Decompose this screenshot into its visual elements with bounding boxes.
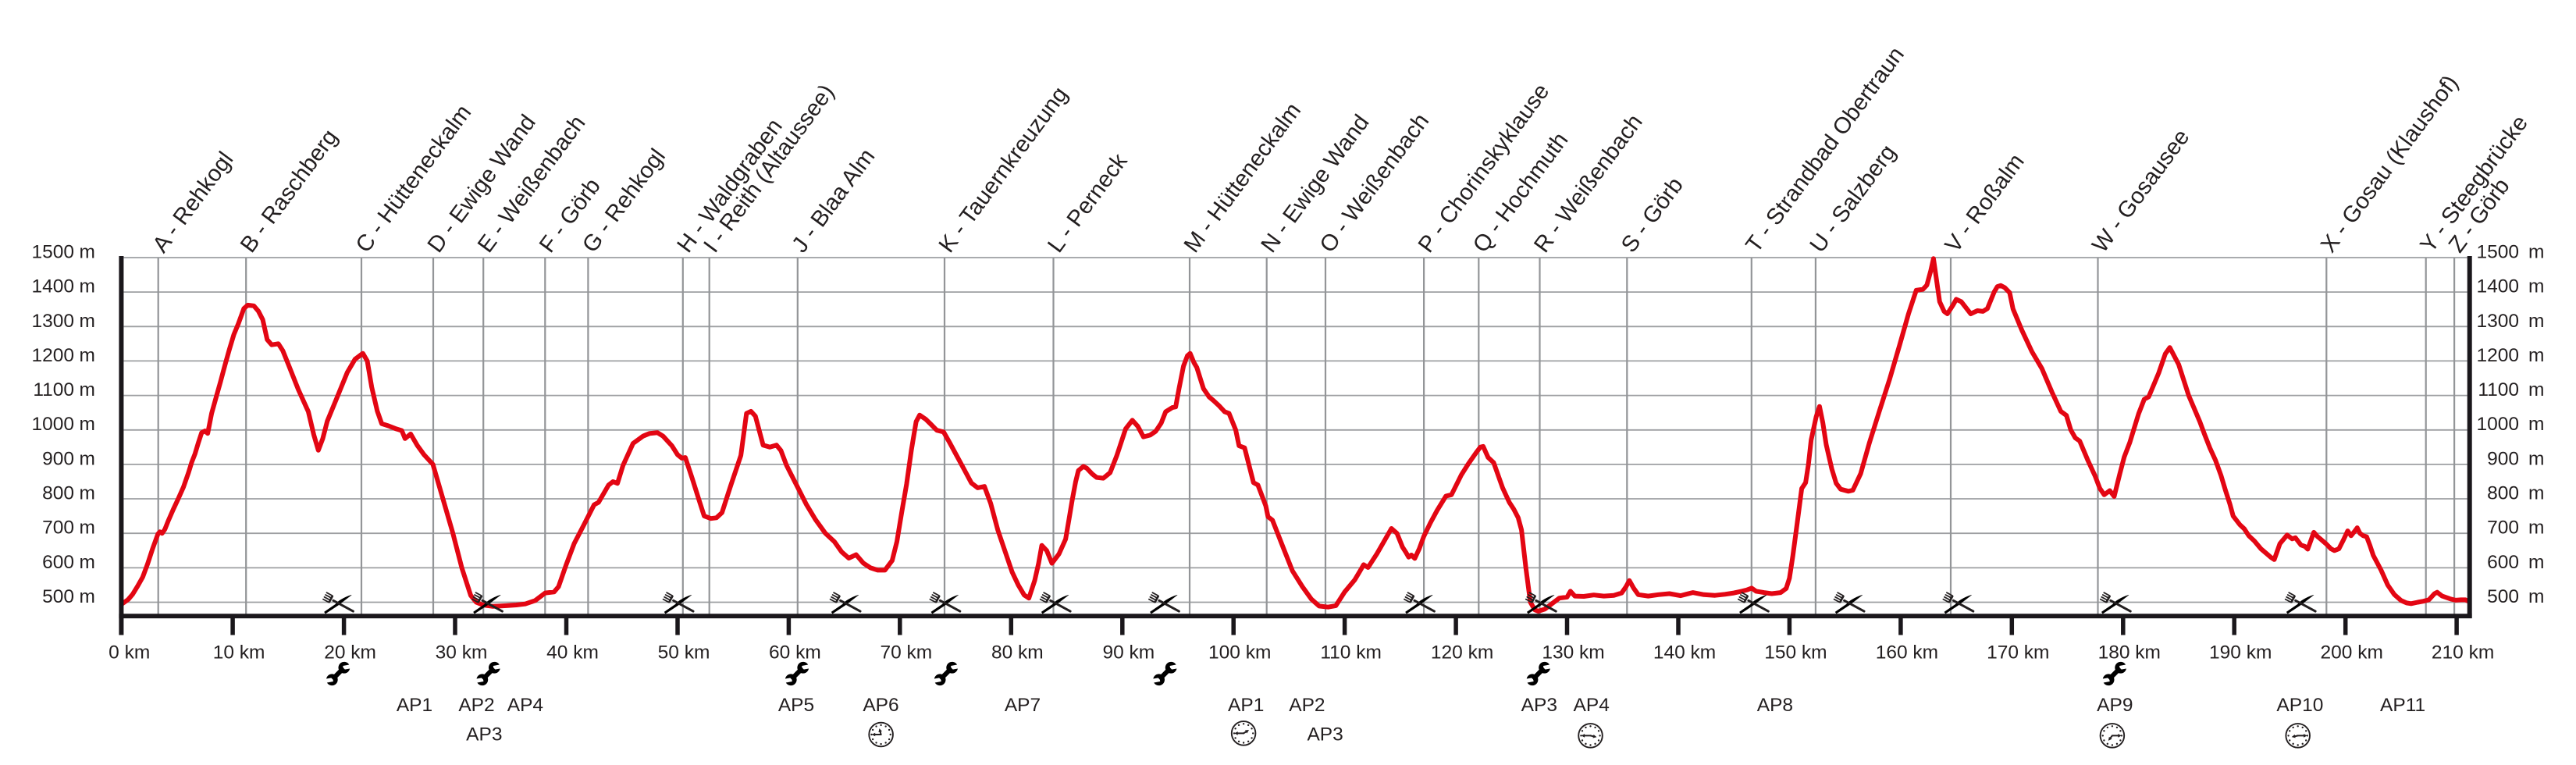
svg-text:800: 800 — [42, 483, 74, 504]
svg-text:AP3: AP3 — [466, 724, 502, 745]
svg-text:m: m — [2528, 414, 2544, 435]
svg-text:m: m — [2528, 448, 2544, 469]
svg-text:1300: 1300 — [2476, 311, 2519, 332]
svg-text:m: m — [2528, 483, 2544, 504]
svg-text:m: m — [80, 518, 95, 539]
svg-text:1000: 1000 — [31, 414, 74, 435]
svg-text:900: 900 — [2487, 448, 2519, 469]
svg-text:AP1: AP1 — [397, 695, 432, 716]
svg-text:1200: 1200 — [2476, 345, 2519, 366]
svg-text:500: 500 — [42, 586, 74, 607]
svg-text:800: 800 — [2487, 483, 2519, 504]
svg-text:m: m — [80, 379, 95, 400]
svg-text:m: m — [80, 483, 95, 504]
svg-text:1200: 1200 — [31, 345, 74, 366]
svg-text:0 km: 0 km — [109, 642, 150, 663]
svg-text:40 km: 40 km — [546, 642, 599, 663]
svg-text:m: m — [80, 586, 95, 607]
svg-text:600: 600 — [2487, 552, 2519, 573]
svg-text:50 km: 50 km — [658, 642, 710, 663]
svg-text:AP5: AP5 — [778, 695, 814, 716]
svg-text:m: m — [2528, 242, 2544, 263]
svg-text:700: 700 — [2487, 518, 2519, 539]
svg-text:m: m — [80, 276, 95, 297]
svg-text:AP2: AP2 — [458, 695, 494, 716]
svg-text:1400: 1400 — [31, 276, 74, 297]
svg-text:150 km: 150 km — [1764, 642, 1827, 663]
svg-text:m: m — [2528, 345, 2544, 366]
svg-text:170 km: 170 km — [1987, 642, 2049, 663]
svg-text:1400: 1400 — [2476, 276, 2519, 297]
svg-text:200 km: 200 km — [2321, 642, 2383, 663]
svg-text:AP3: AP3 — [1307, 724, 1343, 745]
svg-text:m: m — [80, 448, 95, 469]
svg-text:AP10: AP10 — [2276, 695, 2323, 716]
svg-text:30 km: 30 km — [436, 642, 488, 663]
svg-text:20 km: 20 km — [324, 642, 376, 663]
svg-text:AP11: AP11 — [2380, 695, 2425, 716]
svg-text:1100: 1100 — [33, 379, 74, 400]
svg-text:10 km: 10 km — [213, 642, 265, 663]
svg-text:700: 700 — [42, 518, 74, 539]
svg-text:160 km: 160 km — [1876, 642, 1938, 663]
svg-text:m: m — [80, 242, 95, 263]
svg-text:AP3: AP3 — [1521, 695, 1557, 716]
svg-text:100 km: 100 km — [1208, 642, 1271, 663]
svg-text:180 km: 180 km — [2098, 642, 2161, 663]
svg-text:m: m — [2528, 586, 2544, 607]
svg-text:1000: 1000 — [2476, 414, 2519, 435]
svg-text:m: m — [2528, 518, 2544, 539]
svg-text:AP9: AP9 — [2097, 695, 2133, 716]
svg-text:70 km: 70 km — [880, 642, 932, 663]
svg-text:120 km: 120 km — [1431, 642, 1493, 663]
svg-text:AP4: AP4 — [507, 695, 543, 716]
svg-text:80 km: 80 km — [991, 642, 1044, 663]
svg-text:m: m — [2528, 311, 2544, 332]
svg-text:1500: 1500 — [31, 242, 74, 263]
svg-text:m: m — [2528, 276, 2544, 297]
svg-text:90 km: 90 km — [1102, 642, 1155, 663]
svg-text:AP4: AP4 — [1574, 695, 1610, 716]
svg-text:1100: 1100 — [2478, 379, 2519, 400]
svg-text:AP6: AP6 — [863, 695, 898, 716]
svg-text:210 km: 210 km — [2432, 642, 2494, 663]
svg-text:m: m — [80, 345, 95, 366]
svg-text:AP8: AP8 — [1757, 695, 1793, 716]
svg-text:m: m — [80, 311, 95, 332]
svg-text:1500: 1500 — [2476, 242, 2519, 263]
svg-text:190 km: 190 km — [2209, 642, 2272, 663]
svg-text:m: m — [80, 552, 95, 573]
svg-text:130 km: 130 km — [1542, 642, 1604, 663]
svg-text:500: 500 — [2487, 586, 2519, 607]
svg-text:m: m — [2528, 552, 2544, 573]
svg-text:60 km: 60 km — [769, 642, 821, 663]
svg-text:600: 600 — [42, 552, 74, 573]
svg-text:110 km: 110 km — [1320, 642, 1382, 663]
svg-text:140 km: 140 km — [1653, 642, 1716, 663]
svg-text:AP1: AP1 — [1228, 695, 1264, 716]
svg-text:m: m — [80, 414, 95, 435]
svg-text:900: 900 — [42, 448, 74, 469]
svg-text:1300: 1300 — [31, 311, 74, 332]
svg-text:AP7: AP7 — [1005, 695, 1041, 716]
svg-text:m: m — [2528, 379, 2544, 400]
svg-text:AP2: AP2 — [1289, 695, 1325, 716]
